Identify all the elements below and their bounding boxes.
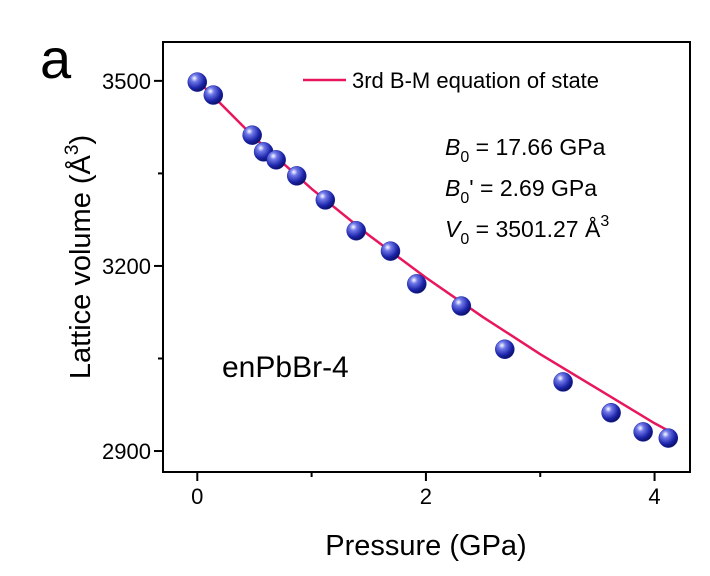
fit-symbol: B <box>445 134 460 160</box>
fit-subscript: 0 <box>460 231 469 248</box>
sample-label: enPbBr-4 <box>222 351 349 384</box>
data-point <box>451 296 472 316</box>
data-point <box>203 85 224 105</box>
data-point <box>495 339 515 359</box>
data-point <box>633 422 653 442</box>
fit-parameter: B0 = 17.66 GPa <box>445 134 606 166</box>
y-tick-label: 2900 <box>102 439 151 464</box>
data-point <box>658 428 679 448</box>
y-tick-label: 3200 <box>102 254 151 279</box>
data-point <box>601 403 621 423</box>
fit-parameter: V0 = 3501.27 Å3 <box>445 213 609 248</box>
fit-text: = 3501.27 Å <box>469 215 601 242</box>
y-axis-label-text: Lattice volume (Å <box>64 154 97 379</box>
data-point <box>407 274 427 294</box>
fit-text: = 17.66 GPa <box>469 134 605 160</box>
data-point <box>287 166 307 186</box>
fit-symbol: V <box>445 216 463 242</box>
x-axis-label: Pressure (GPa) <box>325 530 526 562</box>
fit-text: ' = 2.69 GPa <box>469 175 597 201</box>
y-axis-label: Lattice volume (Å3) <box>62 135 97 379</box>
fit-superscript: 3 <box>600 213 609 230</box>
x-tick-label: 4 <box>648 484 660 509</box>
data-point <box>266 150 286 170</box>
fit-symbol: B <box>445 175 460 201</box>
x-tick-label: 2 <box>420 484 432 509</box>
data-point <box>346 221 366 241</box>
fit-parameter: B0' = 2.69 GPa <box>445 175 597 207</box>
y-tick-label: 3500 <box>102 69 151 94</box>
fit-subscript: 0 <box>460 149 469 166</box>
data-point <box>242 125 262 145</box>
data-point <box>187 72 208 92</box>
y-axis-label-sup: 3 <box>62 145 83 156</box>
fit-subscript: 0 <box>460 190 469 207</box>
data-point <box>553 372 573 392</box>
y-axis-label-tail: ) <box>65 135 97 145</box>
x-tick-label: 0 <box>191 484 203 509</box>
panel-label: a <box>40 27 72 90</box>
data-point <box>315 190 336 210</box>
data-point <box>380 241 401 261</box>
legend-label: 3rd B-M equation of state <box>352 68 599 93</box>
